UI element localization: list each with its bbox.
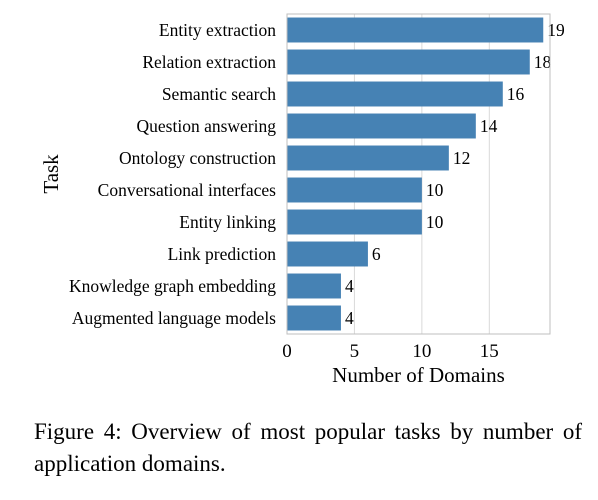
bar-chart: Entity extraction Relation extraction Sema… xyxy=(39,13,565,387)
bar xyxy=(287,241,368,267)
plot-frame xyxy=(286,13,551,335)
bars xyxy=(287,17,544,331)
category-label: Semantic search xyxy=(162,84,276,104)
data-label: 10 xyxy=(426,180,444,200)
bar xyxy=(287,177,422,203)
figure-caption: Figure 4: Overview of most popular tasks… xyxy=(34,419,582,476)
category-label: Relation extraction xyxy=(142,52,276,72)
data-label: 10 xyxy=(426,212,444,232)
x-axis-label: Number of Domains xyxy=(332,363,505,387)
bar xyxy=(287,49,530,75)
category-label: Conversational interfaces xyxy=(98,180,277,200)
data-label: 14 xyxy=(480,116,498,136)
category-label: Entity linking xyxy=(179,212,276,232)
bar xyxy=(287,305,341,331)
category-label: Augmented language models xyxy=(72,308,276,328)
category-label: Entity extraction xyxy=(159,20,276,40)
category-labels: Entity extraction Relation extraction Sema… xyxy=(69,20,276,328)
x-tick-labels: 0 5 10 15 xyxy=(282,341,499,362)
category-label: Link prediction xyxy=(168,244,277,264)
bar xyxy=(287,17,544,43)
category-label: Knowledge graph embedding xyxy=(69,276,276,296)
data-label: 6 xyxy=(372,244,381,264)
bar xyxy=(287,81,503,107)
x-tick-label: 15 xyxy=(480,341,499,362)
category-label: Ontology construction xyxy=(119,148,276,168)
bar xyxy=(287,273,341,299)
bar xyxy=(287,209,422,235)
data-label: 18 xyxy=(534,52,552,72)
data-label: 12 xyxy=(453,148,471,168)
data-label: 16 xyxy=(507,84,525,104)
category-label: Question answering xyxy=(137,116,277,136)
x-tick-label: 10 xyxy=(412,341,431,362)
x-tick-label: 5 xyxy=(350,341,360,362)
bar xyxy=(287,113,476,139)
bar xyxy=(287,145,449,171)
x-tick-label: 0 xyxy=(282,341,292,362)
data-label: 19 xyxy=(547,20,565,40)
data-label: 4 xyxy=(345,308,354,328)
data-label: 4 xyxy=(345,276,354,296)
y-axis-label: Task xyxy=(39,154,63,194)
